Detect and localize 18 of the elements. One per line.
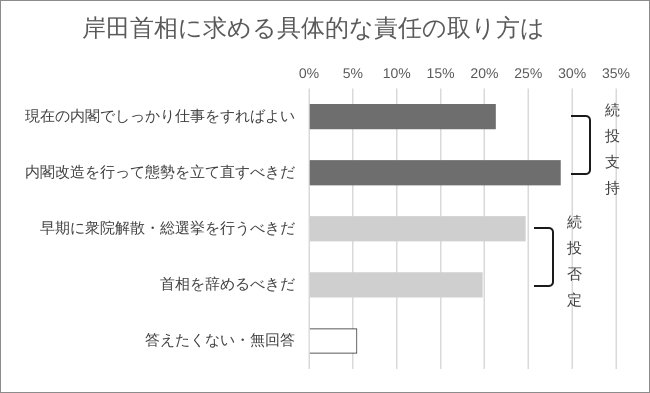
x-tick-label: 10% bbox=[382, 65, 411, 82]
x-tick-label: 15% bbox=[426, 65, 455, 82]
x-tick-label: 20% bbox=[470, 65, 498, 82]
y-tick-label: 現在の内閣でしっかり仕事をすればよい bbox=[25, 108, 295, 125]
x-tick-label: 35% bbox=[602, 65, 630, 82]
y-tick-label: 早期に衆院解散・総選挙を行うべきだ bbox=[40, 220, 295, 237]
bar bbox=[310, 104, 496, 130]
annotation: 続投否定 bbox=[567, 212, 583, 311]
y-tick-label: 首相を辞めるべきだ bbox=[160, 276, 295, 294]
x-tick-label: 30% bbox=[558, 65, 586, 82]
chart-title: 岸田首相に求める具体的な責任の取り方は bbox=[82, 15, 545, 42]
x-tick-label: 5% bbox=[342, 65, 363, 82]
bar bbox=[310, 160, 561, 186]
annotation: 続投支持 bbox=[605, 100, 621, 199]
y-tick-label: 内閣改造を行って態勢を立て直すべきだ bbox=[25, 164, 295, 181]
x-tick-label: 0% bbox=[298, 65, 320, 82]
x-tick-label: 25% bbox=[514, 65, 542, 82]
y-tick-label: 答えたくない・無回答 bbox=[145, 332, 295, 350]
